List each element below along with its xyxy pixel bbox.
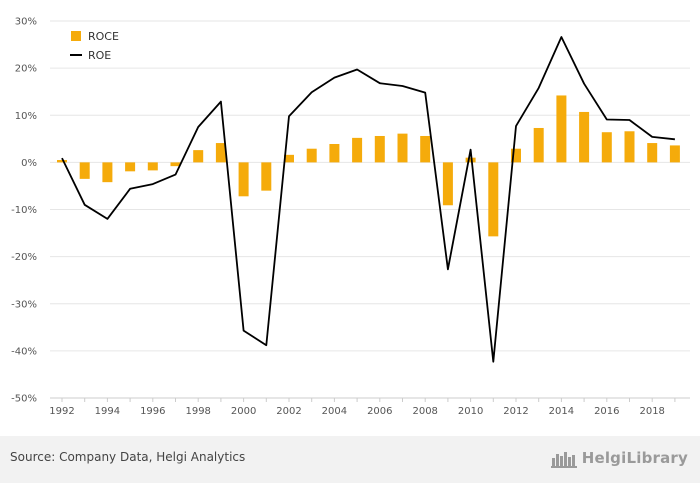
- roce-bar: [374, 135, 385, 163]
- x-tick-label: 2002: [276, 406, 301, 417]
- x-tick-label: 2000: [231, 406, 256, 417]
- x-tick-label: 2010: [458, 406, 483, 417]
- y-tick-label: -40%: [11, 346, 37, 357]
- roce-bar: [193, 150, 204, 163]
- roce-bar: [79, 162, 90, 179]
- roce-bar: [601, 132, 612, 163]
- legend-roce-swatch: [71, 31, 81, 41]
- roce-bar: [647, 143, 658, 163]
- roce-bar: [57, 160, 67, 163]
- logo-text: HelgiLibrary: [581, 449, 688, 467]
- x-axis: 1992 1994 1996 1998 2000 2002 2004 2006 2008 2010…: [49, 397, 690, 417]
- x-tick-label: 2016: [594, 406, 619, 417]
- x-tick-label: 1992: [49, 406, 74, 417]
- legend-roe-label: ROE: [88, 49, 111, 62]
- roce-bar: [261, 162, 272, 191]
- legend: ROCE ROE: [70, 30, 119, 62]
- y-tick-label: 30%: [15, 17, 37, 28]
- source-text: Source: Company Data, Helgi Analytics: [10, 450, 246, 464]
- chart: 30% 20% 10% 0% -10% -20% -30% -40% -50% 1992 1994…: [11, 17, 690, 417]
- y-tick-label: 10%: [15, 111, 37, 122]
- y-tick-label: -10%: [11, 205, 37, 216]
- roce-bar: [669, 145, 680, 163]
- helgi-library-logo: HelgiLibrary: [550, 448, 688, 468]
- roce-bar: [102, 162, 113, 183]
- x-tick-label: 1998: [185, 406, 210, 417]
- x-tick-label: 2008: [412, 406, 437, 417]
- legend-roce-label: ROCE: [88, 30, 119, 43]
- y-axis: 30% 20% 10% 0% -10% -20% -30% -40% -50%: [11, 17, 37, 405]
- roce-bar: [556, 95, 567, 163]
- roce-bar: [579, 111, 590, 163]
- roce-bar: [533, 127, 544, 163]
- x-tick-label: 2018: [639, 406, 664, 417]
- y-tick-label: -50%: [11, 394, 37, 405]
- footer: Source: Company Data, Helgi Analytics He…: [0, 436, 700, 483]
- x-tick-label: 2014: [549, 406, 574, 417]
- roce-bar: [352, 137, 363, 163]
- roce-bar: [170, 162, 181, 167]
- x-tick-label: 1996: [140, 406, 165, 417]
- roe-line: [61, 36, 675, 363]
- x-tick-label: 2006: [367, 406, 392, 417]
- y-tick-label: 20%: [15, 64, 37, 75]
- roe-line-layer: [61, 36, 675, 363]
- roce-bar: [488, 162, 499, 237]
- roce-bar: [238, 162, 249, 197]
- roce-bar: [511, 148, 521, 163]
- roce-bar: [215, 143, 226, 163]
- y-tick-label: -30%: [11, 299, 37, 310]
- library-logo-icon: [550, 452, 577, 468]
- y-tick-label: -20%: [11, 252, 37, 263]
- roce-bar: [329, 143, 340, 163]
- roce-bar: [147, 162, 158, 171]
- roce-bar: [306, 148, 317, 163]
- roce-bar: [284, 154, 294, 163]
- roce-bar: [442, 162, 453, 206]
- y-tick-label: 0%: [21, 158, 37, 169]
- roce-bar: [397, 133, 408, 163]
- roce-bar: [624, 131, 635, 163]
- x-tick-label: 1994: [95, 406, 120, 417]
- roce-bar: [125, 162, 136, 172]
- roce-bar: [420, 135, 431, 163]
- x-tick-label: 2004: [322, 406, 347, 417]
- roce-bar: [465, 157, 476, 163]
- roce-bars: [57, 95, 680, 237]
- x-tick-label: 2012: [503, 406, 528, 417]
